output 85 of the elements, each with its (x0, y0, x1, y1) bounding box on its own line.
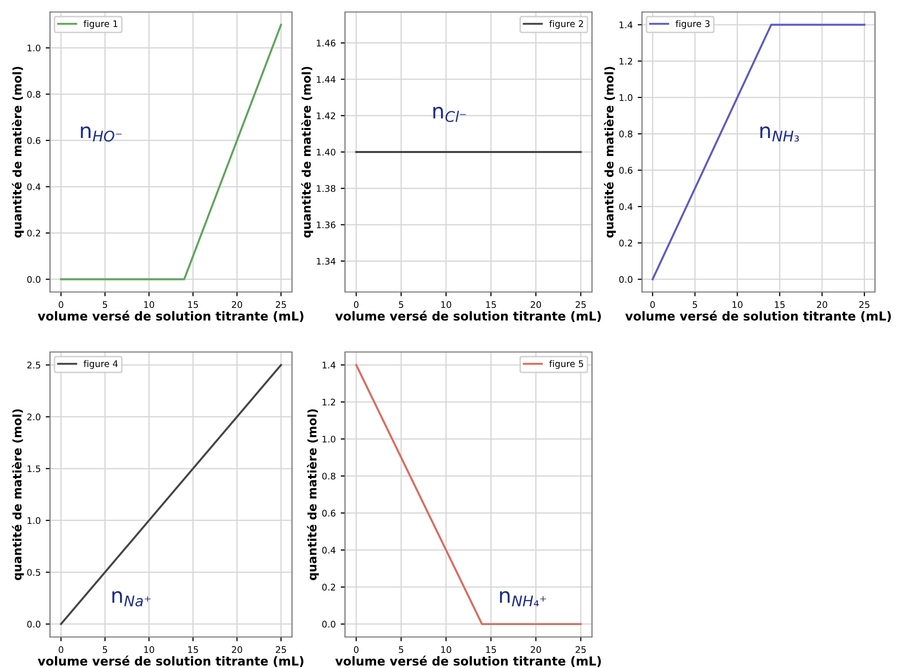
annotation: n$_{NH₃}$ (760, 126, 799, 142)
legend-label: figure 3 (676, 20, 710, 29)
y-tick-label: 1.2 (322, 398, 336, 406)
y-tick-label: 1.4 (620, 22, 632, 28)
x-tick-label: 15 (774, 301, 785, 308)
x-tick-label: 25 (276, 646, 286, 654)
y-tick-label: 1.0 (28, 517, 40, 524)
x-tick-label: 25 (276, 301, 286, 308)
x-tick-label: 20 (530, 301, 542, 308)
x-tick-label: 15 (486, 301, 496, 308)
y-tick-label: 1.0 (28, 44, 40, 52)
x-tick-label: 10 (144, 646, 154, 654)
y-tick-label: 1.40 (316, 148, 336, 156)
y-tick-label: 1.44 (316, 76, 336, 83)
x-tick-label: 5 (102, 646, 108, 654)
x-tick-label: 15 (188, 646, 198, 654)
y-tick-label: 0.8 (322, 472, 336, 480)
x-tick-label: 0 (650, 301, 655, 308)
y-tick-label: 1.0 (620, 94, 632, 102)
x-tick-label: 0 (58, 301, 64, 308)
x-tick-label: 5 (692, 301, 698, 308)
y-tick-label: 0.2 (322, 584, 336, 591)
x-axis-title: volume versé de solution titrante (mL) (335, 310, 601, 322)
x-tick-label: 25 (859, 301, 870, 308)
x-tick-label: 25 (576, 646, 586, 654)
x-tick-label: 0 (354, 646, 358, 654)
x-tick-label: 5 (398, 646, 404, 654)
annotation: n$_{NH₄⁺}$ (500, 591, 546, 606)
legend-label: figure 2 (549, 20, 583, 29)
x-tick-label: 10 (441, 646, 452, 654)
y-tick-label: 0.2 (27, 230, 40, 237)
annotation: n$_{Na⁺}$ (112, 591, 150, 606)
y-tick-label: 0.0 (27, 620, 40, 628)
y-axis-title: quantité de matière (mol) (301, 66, 314, 238)
y-tick-label: 0.0 (322, 620, 336, 628)
y-tick-label: 0.4 (619, 203, 632, 210)
x-tick-label: 15 (188, 301, 198, 308)
y-tick-label: 0.0 (27, 276, 40, 283)
y-tick-label: 0.6 (322, 510, 336, 517)
x-tick-label: 20 (816, 301, 828, 308)
y-axis-title: quantité de matière (mol) (12, 66, 24, 238)
y-tick-label: 1.5 (28, 465, 40, 472)
x-tick-label: 5 (398, 301, 404, 308)
y-axis-title: quantité de matière (mol) (12, 409, 24, 580)
legend-label: figure 5 (549, 360, 584, 369)
y-tick-label: 1.38 (316, 185, 336, 192)
y-tick-label: 0.2 (619, 240, 632, 246)
x-tick-label: 20 (530, 646, 542, 654)
annotation: n$_{Cl⁻}$ (433, 106, 466, 122)
x-tick-label: 0 (354, 301, 358, 308)
y-tick-label: 0.4 (322, 546, 336, 554)
x-tick-label: 10 (732, 301, 742, 308)
y-tick-label: 0.8 (619, 130, 632, 138)
x-tick-label: 20 (232, 301, 242, 308)
x-tick-label: 15 (486, 646, 496, 654)
y-tick-label: 2.0 (27, 414, 40, 420)
y-tick-label: 1.42 (316, 112, 336, 120)
y-tick-label: 0.6 (619, 166, 632, 174)
y-tick-label: 1.46 (316, 40, 336, 46)
y-tick-label: 2.5 (27, 362, 40, 369)
y-tick-label: 0.5 (27, 568, 40, 576)
annotation: n$_{HO⁻}$ (80, 126, 122, 142)
y-tick-label: 1.36 (316, 221, 336, 228)
y-tick-label: 0.0 (619, 276, 632, 283)
y-tick-label: 1.34 (316, 258, 336, 265)
x-axis-title: volume versé de solution titrante (mL) (335, 656, 601, 668)
y-tick-label: 1.0 (322, 436, 336, 443)
x-axis-title: volume versé de solution titrante (mL) (625, 310, 891, 322)
x-tick-label: 10 (144, 301, 154, 308)
y-tick-label: 0.6 (27, 137, 40, 144)
x-tick-label: 5 (102, 301, 108, 308)
x-axis-title: volume versé de solution titrante (mL) (38, 310, 304, 322)
y-tick-label: 1.2 (620, 58, 632, 65)
x-tick-label: 0 (58, 646, 64, 654)
x-tick-label: 10 (441, 301, 452, 308)
y-axis-title: quantité de matière (mol) (604, 66, 616, 238)
x-axis-title: volume versé de solution titrante (mL) (38, 656, 304, 668)
legend-label: figure 1 (84, 20, 118, 29)
y-axis-title: quantité de matière (mol) (306, 409, 319, 580)
x-tick-label: 25 (576, 301, 586, 308)
x-tick-label: 20 (232, 646, 242, 654)
y-tick-label: 1.4 (322, 362, 336, 368)
y-tick-label: 0.8 (27, 90, 40, 98)
y-tick-label: 0.4 (27, 183, 40, 190)
legend-label: figure 4 (84, 360, 118, 369)
